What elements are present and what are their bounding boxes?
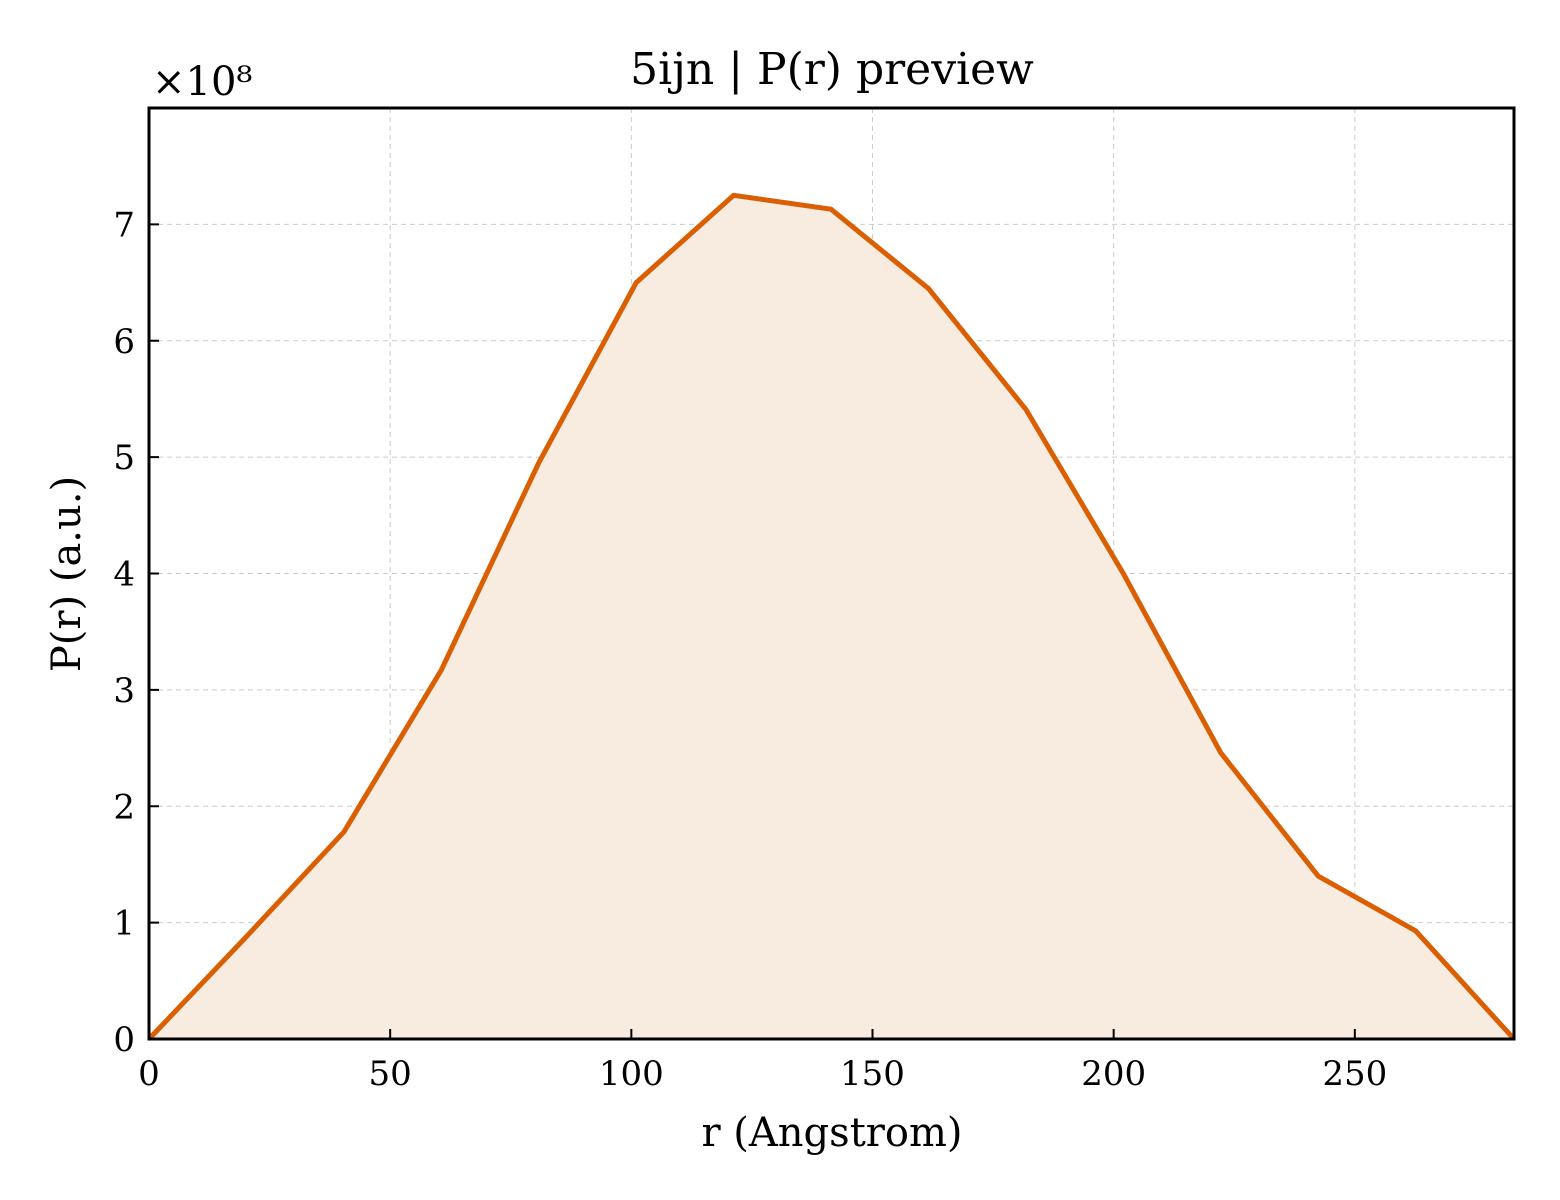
plot-area [147,192,1516,1041]
y-multiplier-label: ×10⁸ [152,59,252,105]
y-tick-label: 0 [113,1020,135,1060]
ticks: 0 50 100 150 200 250 0 1 2 3 4 5 6 7 [113,205,1387,1094]
x-tick-label: 150 [840,1054,905,1094]
x-axis-label: r (Angstrom) [701,1110,962,1156]
y-tick-label: 4 [113,555,135,595]
y-tick-label: 1 [113,904,135,944]
x-tick-label: 50 [369,1054,412,1094]
y-axis-label: P(r) (a.u.) [44,476,90,672]
y-tick-label: 6 [113,322,135,362]
chart-title: 5ijn | P(r) preview [630,44,1034,95]
y-tick-label: 5 [113,438,135,478]
y-tick-label: 7 [113,205,135,245]
y-tick-label: 3 [113,671,135,711]
y-tick-label: 2 [113,787,135,827]
area-fill [149,195,1514,1040]
x-tick-label: 0 [138,1054,160,1094]
series-line [147,192,1516,1041]
x-tick-label: 100 [599,1054,664,1094]
x-tick-label: 200 [1081,1054,1146,1094]
x-tick-label: 250 [1322,1054,1387,1094]
